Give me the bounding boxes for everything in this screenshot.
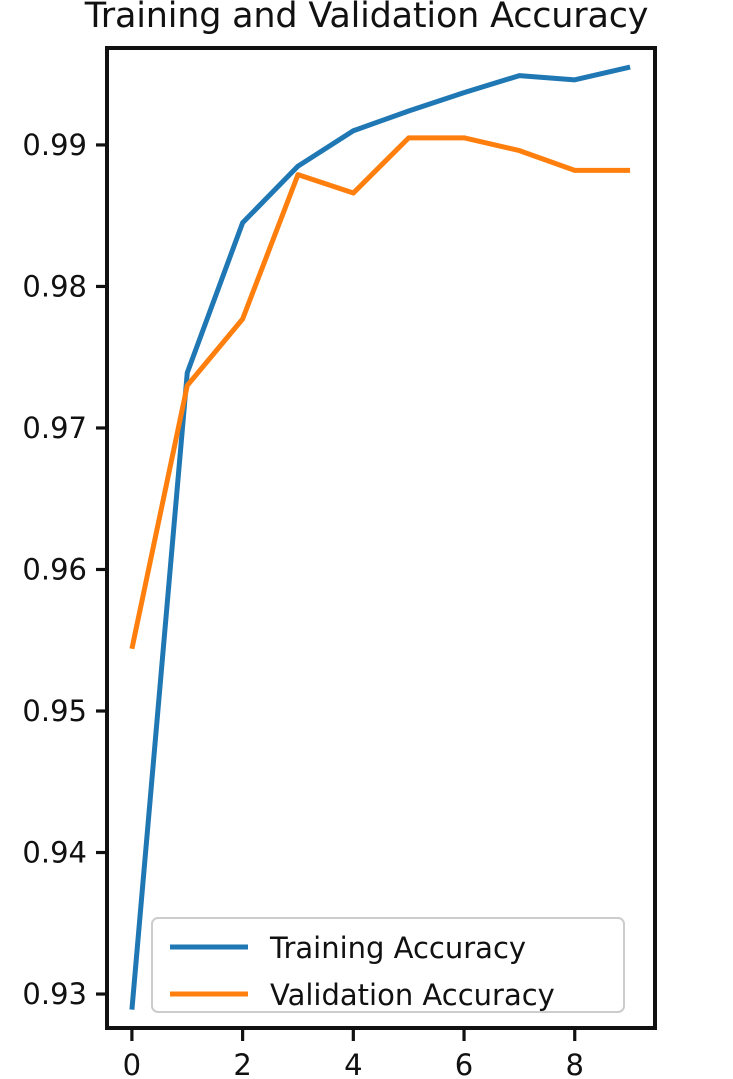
y-tick-label: 0.99 [22,128,87,162]
y-axis-ticks: 0.93 0.94 0.95 0.96 0.97 0.98 0.99 [22,128,107,1011]
y-tick-label: 0.95 [22,694,87,728]
legend-label: Validation Accuracy [270,978,555,1012]
x-tick-label: 0 [123,1048,141,1079]
legend[interactable]: Training Accuracy Validation Accuracy [151,917,625,1013]
x-tick-label: 6 [455,1048,473,1079]
legend-items[interactable]: Training Accuracy Validation Accuracy [170,931,555,1012]
x-axis-ticks: 0 2 4 6 8 [123,1028,584,1079]
x-tick-label: 4 [344,1048,362,1079]
legend-label: Training Accuracy [269,931,526,965]
axes-frame [105,46,657,1030]
chart-title: Training and Validation Accuracy [84,0,649,36]
y-tick-label: 0.94 [22,836,87,870]
y-tick-label: 0.98 [22,269,87,303]
y-tick-label: 0.96 [22,552,87,586]
x-tick-label: 8 [566,1048,584,1079]
series-line [129,135,631,650]
y-tick-label: 0.97 [22,411,87,445]
y-tick-label: 0.93 [22,977,87,1011]
legend-box [151,917,625,1013]
series-line [129,64,631,1010]
series-lines [129,64,631,1010]
x-tick-label: 2 [233,1048,251,1079]
